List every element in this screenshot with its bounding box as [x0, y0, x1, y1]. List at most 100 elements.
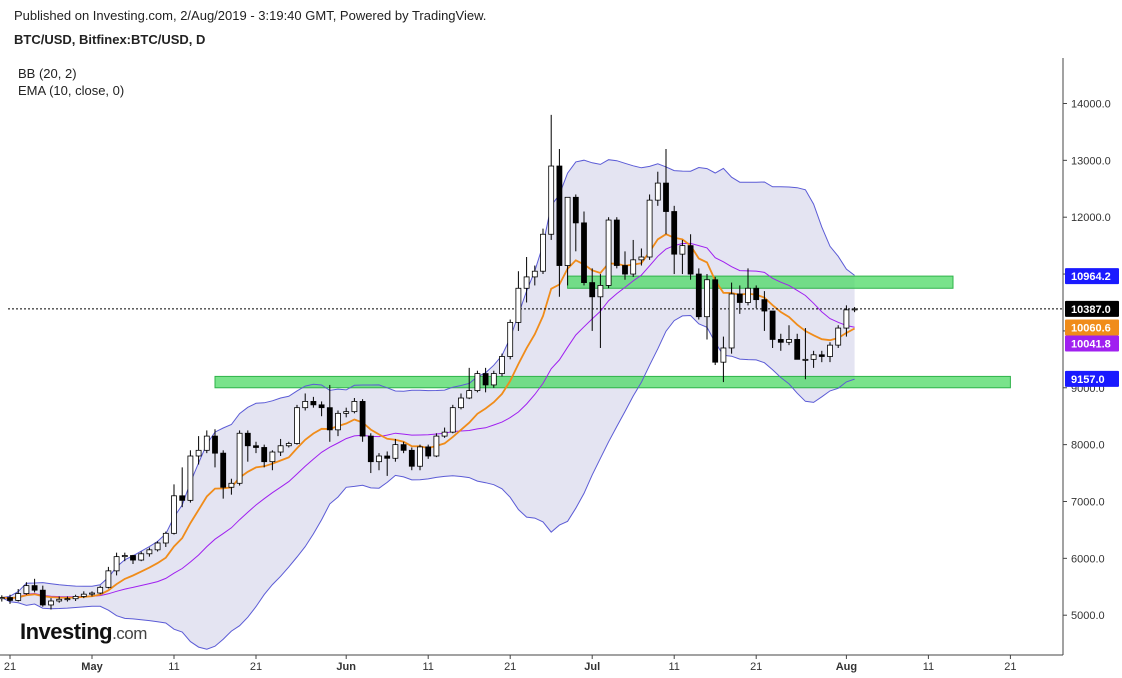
- candle-2019-06-09[interactable]: [408, 449, 415, 467]
- candle-2019-04-29[interactable]: [72, 596, 79, 600]
- candle-2019-07-18[interactable]: [728, 293, 735, 349]
- candle-2019-04-24[interactable]: [31, 585, 38, 591]
- candle-2019-05-05[interactable]: [121, 555, 128, 558]
- candle-2019-07-14[interactable]: [695, 273, 702, 318]
- candle-2019-05-27[interactable]: [302, 401, 309, 409]
- candle-2019-05-20[interactable]: [244, 432, 251, 447]
- candle-2019-07-20[interactable]: [745, 287, 751, 303]
- zone-rect-0[interactable]: [214, 375, 1011, 389]
- candle-2019-04-22[interactable]: [15, 593, 22, 601]
- candle-2019-06-10[interactable]: [417, 446, 423, 467]
- candle-2019-06-01[interactable]: [343, 411, 350, 414]
- candle-2019-06-30[interactable]: [581, 222, 587, 283]
- candle-2019-08-02[interactable]: [851, 308, 858, 311]
- candle-2019-06-24[interactable]: [531, 270, 538, 278]
- candle-2019-06-22[interactable]: [515, 287, 522, 323]
- indicator-bb-label[interactable]: BB (20, 2): [18, 66, 77, 81]
- candle-2019-04-20[interactable]: [0, 597, 5, 600]
- candle-2019-05-10[interactable]: [162, 532, 169, 544]
- candle-2019-07-05[interactable]: [622, 265, 628, 275]
- candle-2019-05-09[interactable]: [154, 542, 161, 551]
- candle-2019-05-15[interactable]: [203, 435, 210, 451]
- candle-2019-06-28[interactable]: [564, 196, 571, 266]
- candle-2019-04-27[interactable]: [56, 598, 63, 602]
- candle-2019-05-06[interactable]: [130, 555, 136, 561]
- candle-2019-06-21[interactable]: [507, 321, 514, 357]
- candle-2019-06-25[interactable]: [540, 233, 546, 272]
- candle-2019-06-02[interactable]: [351, 401, 358, 413]
- candle-2019-05-26[interactable]: [294, 407, 300, 444]
- candle-2019-05-08[interactable]: [146, 549, 153, 555]
- candle-2019-06-06[interactable]: [384, 455, 391, 459]
- candle-2019-07-07[interactable]: [638, 256, 645, 261]
- candle-2019-06-07[interactable]: [392, 444, 399, 459]
- candle-2019-07-13[interactable]: [687, 245, 694, 275]
- candle-2019-07-29[interactable]: [818, 354, 825, 357]
- candle-2019-07-12[interactable]: [679, 245, 686, 255]
- candle-2019-04-23[interactable]: [23, 585, 30, 594]
- candle-2019-05-23[interactable]: [269, 451, 276, 463]
- candle-2019-06-23[interactable]: [523, 276, 530, 289]
- candle-2019-05-18[interactable]: [228, 482, 235, 488]
- candle-2019-06-19[interactable]: [490, 373, 497, 386]
- candle-2019-07-06[interactable]: [630, 259, 637, 275]
- candle-2019-07-17[interactable]: [720, 347, 727, 363]
- candle-2019-05-03[interactable]: [105, 570, 112, 588]
- candle-2019-06-18[interactable]: [482, 373, 489, 386]
- candle-2019-07-01[interactable]: [589, 282, 596, 298]
- candle-2019-07-02[interactable]: [597, 285, 604, 298]
- candle-2019-05-16[interactable]: [212, 435, 218, 454]
- candle-2019-07-21[interactable]: [753, 287, 760, 301]
- candle-2019-06-15[interactable]: [458, 397, 464, 409]
- candle-2019-06-17[interactable]: [474, 373, 481, 392]
- candle-2019-07-16[interactable]: [712, 279, 719, 363]
- candle-2019-05-29[interactable]: [318, 404, 325, 409]
- candle-2019-06-08[interactable]: [400, 444, 407, 451]
- candle-2019-07-25[interactable]: [786, 339, 792, 343]
- candle-2019-05-02[interactable]: [97, 586, 104, 594]
- candle-2019-05-14[interactable]: [195, 449, 202, 457]
- candle-2019-05-28[interactable]: [310, 401, 317, 406]
- candle-2019-05-07[interactable]: [138, 553, 145, 561]
- candle-2019-05-04[interactable]: [113, 556, 120, 572]
- candle-2019-06-12[interactable]: [433, 435, 440, 457]
- candle-2019-07-26[interactable]: [794, 339, 801, 360]
- candle-2019-05-01[interactable]: [89, 592, 95, 595]
- candle-2019-05-19[interactable]: [236, 432, 243, 484]
- candle-2019-06-14[interactable]: [449, 407, 456, 433]
- candle-2019-05-13[interactable]: [187, 455, 194, 501]
- candle-2019-06-04[interactable]: [367, 435, 374, 463]
- candle-2019-04-26[interactable]: [48, 600, 54, 606]
- candle-2019-05-17[interactable]: [220, 452, 227, 488]
- candle-2019-05-31[interactable]: [335, 412, 341, 431]
- candle-2019-07-04[interactable]: [613, 219, 620, 266]
- candle-2019-07-27[interactable]: [802, 358, 809, 361]
- candle-2019-05-30[interactable]: [326, 407, 333, 431]
- candle-2019-07-10[interactable]: [663, 182, 669, 212]
- candle-2019-08-01[interactable]: [843, 309, 850, 329]
- candle-2019-07-31[interactable]: [835, 327, 842, 346]
- candle-2019-07-08[interactable]: [646, 199, 653, 258]
- candle-2019-07-19[interactable]: [736, 293, 743, 303]
- candle-2019-07-28[interactable]: [810, 354, 817, 360]
- candle-2019-06-16[interactable]: [466, 390, 473, 399]
- candle-2019-07-23[interactable]: [769, 310, 776, 340]
- candle-2019-05-11[interactable]: [171, 495, 177, 534]
- candle-2019-05-24[interactable]: [277, 445, 284, 453]
- candle-2019-04-28[interactable]: [64, 598, 71, 601]
- candle-2019-06-27[interactable]: [556, 165, 563, 266]
- candle-2019-04-30[interactable]: [80, 593, 87, 597]
- candle-2019-07-22[interactable]: [761, 299, 768, 312]
- candle-2019-06-29[interactable]: [572, 196, 579, 224]
- candle-2019-07-24[interactable]: [777, 339, 784, 343]
- candle-2019-06-05[interactable]: [376, 455, 382, 463]
- candle-2019-05-21[interactable]: [253, 445, 259, 448]
- candle-2019-07-09[interactable]: [654, 182, 661, 201]
- candle-2019-07-03[interactable]: [605, 219, 612, 286]
- indicator-ema-label[interactable]: EMA (10, close, 0): [18, 83, 125, 98]
- candle-2019-07-15[interactable]: [704, 279, 710, 318]
- candle-2019-07-11[interactable]: [671, 211, 678, 255]
- candle-2019-06-13[interactable]: [441, 431, 448, 437]
- candle-2019-04-25[interactable]: [39, 589, 46, 606]
